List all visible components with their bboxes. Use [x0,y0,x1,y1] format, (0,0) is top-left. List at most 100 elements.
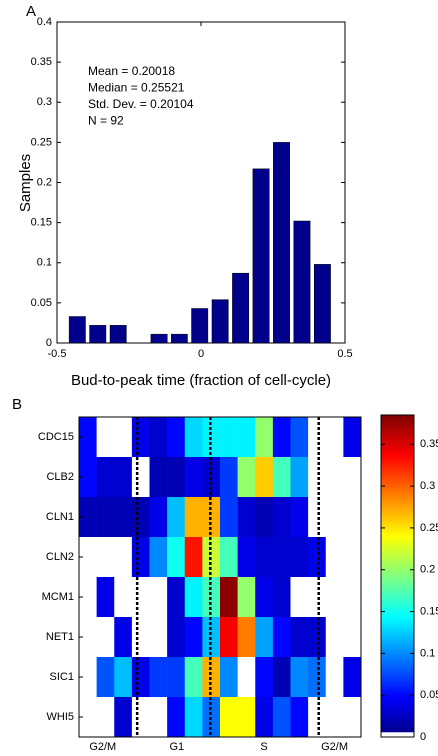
heatmap-cell [290,617,309,658]
colorbar-segment [381,641,414,645]
colorbar-segment [381,520,414,524]
row-label: SIC1 [50,671,74,683]
heatmap-cell [220,697,238,738]
colorbar-segment [381,487,414,491]
bar [191,308,209,344]
heatmap-cell [184,657,203,698]
colorbar-segment [381,689,414,693]
heatmap-cell [167,617,186,658]
heatmap-cell [290,577,309,618]
heatmap-cell [272,657,291,698]
colorbar-segment [381,701,414,705]
heatmap-cell [114,617,133,658]
x-tick-label: G1 [169,741,184,753]
heatmap-cell [184,697,203,738]
annotation: Median = 0.25521 [88,81,185,95]
heatmap-cell [343,697,362,738]
colorbar-segment [381,638,414,642]
colorbar-tick-label: 0.05 [420,689,438,701]
colorbar-segment [381,430,414,433]
colorbar-segment [381,586,414,589]
bar [211,299,229,344]
heatmap-cell [149,617,168,658]
heatmap-cell [308,657,327,698]
colorbar-segment [381,568,414,572]
colorbar-tick-label: 0 [420,731,426,743]
colorbar-segment [381,581,414,584]
colorbar-segment [381,621,414,625]
colorbar-segment [381,704,414,708]
heatmap-cell [237,697,256,738]
colorbar-segment [381,422,414,426]
heatmap-cell [220,617,238,658]
colorbar-segment [381,425,414,428]
heatmap-cell [255,657,274,698]
heatmap-cell [79,537,97,578]
heatmap-cell [290,497,309,538]
heatmap-cell [96,497,115,538]
heatmap-cell [79,617,97,658]
x-axis-title: Bud-to-peak time (fraction of cell-cycle… [71,372,331,389]
colorbar-segment [381,450,414,454]
heatmap-cell [343,417,362,458]
heatmap-cell [79,497,97,538]
panel-label: B [12,396,22,413]
colorbar-segment [381,435,414,438]
colorbar-segment [381,724,414,728]
colorbar-segment [381,465,414,469]
colorbar-segment [381,576,414,579]
colorbar-segment [381,530,414,534]
colorbar-frame [380,414,415,738]
y-tick-label: 0.15 [31,217,52,229]
y-tick-label: 0.2 [37,176,52,188]
heatmap-cell [167,417,186,458]
colorbar-segment [381,492,414,496]
x-tick-label: 0.5 [337,348,352,360]
colorbar-segment [381,706,414,710]
colorbar-segment [381,588,414,592]
colorbar-segment [381,462,414,466]
heatmap-cell [167,657,186,698]
heatmap-cell [255,577,274,618]
heatmap-cell [272,617,291,658]
heatmap-cell [325,697,344,738]
heatmap-cell [308,457,327,498]
heatmap-cell [272,497,291,538]
heatmap-cell [167,697,186,738]
heatmap-cell [255,617,274,658]
heatmap-cell [96,617,115,658]
heatmap-cell [184,457,203,498]
heatmap-cell [96,457,115,498]
colorbar-segment [381,696,414,700]
colorbar-tick-label: 0.15 [420,605,438,617]
heatmap-cell [96,417,115,458]
colorbar-segment [381,578,414,582]
heatmap-cell [272,537,291,578]
colorbar-segment [381,684,414,687]
colorbar-segment [381,653,414,657]
colorbar-segment [381,570,414,574]
colorbar-segment [381,648,414,652]
heatmap-cell [96,697,115,738]
heatmap-cell [114,417,133,458]
y-tick-label: 0.1 [37,257,52,269]
heatmap-cell [149,577,168,618]
colorbar-segment [381,535,414,539]
annotation: Std. Dev. = 0.20104 [88,97,194,111]
heatmap-cell [255,497,274,538]
colorbar-segment [381,518,414,521]
heatmap-cell [343,577,362,618]
colorbar-segment [381,445,414,449]
colorbar-segment [381,485,414,489]
heatmap-cell [237,577,256,618]
heatmap-cell [308,417,327,458]
colorbar-segment [381,550,414,554]
colorbar-segment [381,734,414,738]
colorbar-segment [381,726,414,730]
colorbar-segment [381,528,414,532]
row-label: CDC15 [38,431,74,443]
heatmap-cell [255,457,274,498]
heatmap-cell [343,457,362,498]
colorbar-segment [381,656,414,660]
y-tick-label: 0 [46,337,52,349]
